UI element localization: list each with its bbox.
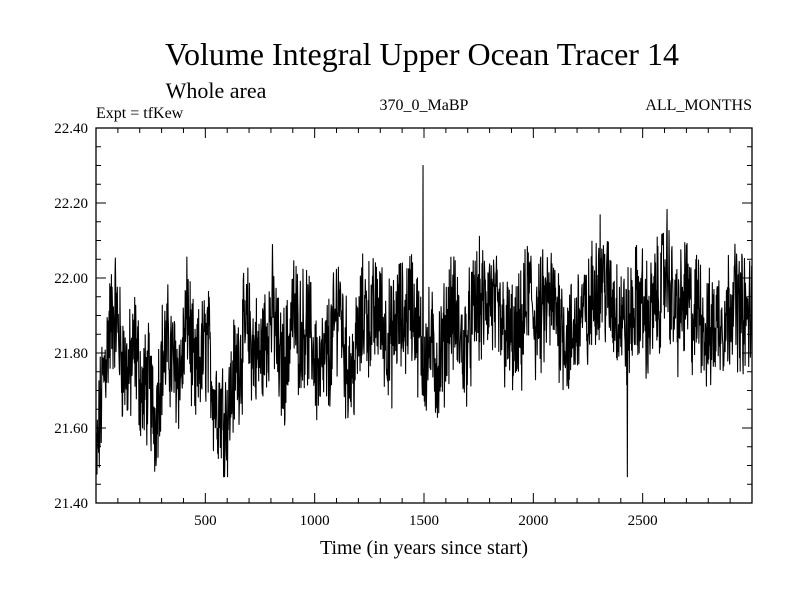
y-tick-label: 21.80 bbox=[54, 346, 88, 362]
y-tick-label: 21.40 bbox=[54, 496, 88, 512]
y-tick-label: 22.00 bbox=[54, 271, 88, 287]
x-tick-label: 1000 bbox=[300, 513, 330, 529]
period-label: 370_0_MaBP bbox=[380, 97, 469, 114]
chart-title: Volume Integral Upper Ocean Tracer 14 bbox=[165, 36, 679, 72]
series-line bbox=[95, 164, 753, 478]
x-tick-label: 1500 bbox=[409, 513, 439, 529]
x-tick-label: 2500 bbox=[628, 513, 658, 529]
y-tick-label: 22.40 bbox=[54, 121, 88, 137]
y-tick-label: 21.60 bbox=[54, 421, 88, 437]
plot-area bbox=[95, 164, 753, 478]
x-axis-label: Time (in years since start) bbox=[320, 537, 528, 559]
chart-subtitle: Whole area bbox=[166, 78, 267, 103]
x-tick-label: 2000 bbox=[518, 513, 548, 529]
x-tick-label: 500 bbox=[194, 513, 217, 529]
expt-label: Expt = tfKew bbox=[96, 105, 184, 122]
months-label: ALL_MONTHS bbox=[645, 97, 752, 114]
y-tick-label: 22.20 bbox=[54, 196, 88, 212]
axes: 500 1000 1500 2000 2500 21.40 21.60 21.80 22.00 2… bbox=[54, 121, 753, 529]
